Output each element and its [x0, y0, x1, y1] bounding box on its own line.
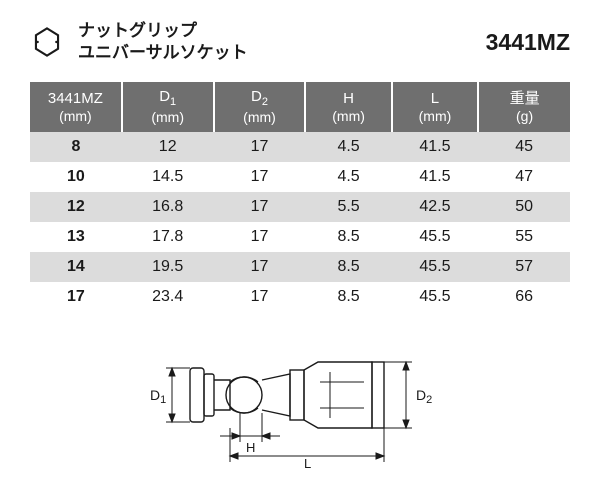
cell: 10	[30, 162, 122, 192]
cell: 5.5	[305, 192, 391, 222]
diagram-wrap: D1 D2 H L	[30, 330, 570, 470]
cell: 8.5	[305, 282, 391, 312]
cell: 4.5	[305, 132, 391, 162]
table-header: 3441MZ(mm)D1(mm)D2(mm)H(mm)L(mm)重量(g)	[30, 82, 570, 132]
cell: 66	[478, 282, 570, 312]
col-header-2: D2(mm)	[214, 82, 306, 132]
diagram-label-d2: D2	[416, 387, 432, 406]
cell: 17	[214, 282, 306, 312]
cell: 41.5	[392, 132, 478, 162]
cell: 17.8	[122, 222, 214, 252]
cell: 8.5	[305, 222, 391, 252]
col-header-4: L(mm)	[392, 82, 478, 132]
cell: 17	[214, 192, 306, 222]
header: ナットグリップ ユニバーサルソケット 3441MZ	[30, 20, 570, 64]
cell: 12	[122, 132, 214, 162]
cell: 14	[30, 252, 122, 282]
cell: 45.5	[392, 222, 478, 252]
cell: 42.5	[392, 192, 478, 222]
table-row: 1419.5178.545.557	[30, 252, 570, 282]
cell: 17	[214, 162, 306, 192]
cell: 17	[214, 252, 306, 282]
cell: 19.5	[122, 252, 214, 282]
cell: 12	[30, 192, 122, 222]
cell: 45.5	[392, 252, 478, 282]
socket-diagram: D1 D2 H L	[120, 330, 480, 470]
title-block: ナットグリップ ユニバーサルソケット	[78, 20, 466, 64]
cell: 17	[30, 282, 122, 312]
title-line-1: ナットグリップ	[78, 20, 466, 42]
col-header-0: 3441MZ(mm)	[30, 82, 122, 132]
cell: 17	[214, 222, 306, 252]
cell: 50	[478, 192, 570, 222]
table-row: 1723.4178.545.566	[30, 282, 570, 312]
table-row: 812174.541.545	[30, 132, 570, 162]
cell: 23.4	[122, 282, 214, 312]
cell: 13	[30, 222, 122, 252]
col-header-5: 重量(g)	[478, 82, 570, 132]
cell: 17	[214, 132, 306, 162]
spec-table: 3441MZ(mm)D1(mm)D2(mm)H(mm)L(mm)重量(g) 81…	[30, 82, 570, 312]
hex-socket-icon	[30, 25, 64, 59]
cell: 4.5	[305, 162, 391, 192]
diagram-label-d1: D1	[150, 387, 166, 406]
table-row: 1317.8178.545.555	[30, 222, 570, 252]
model-code: 3441MZ	[486, 29, 570, 56]
title-line-2: ユニバーサルソケット	[78, 42, 466, 64]
cell: 45.5	[392, 282, 478, 312]
cell: 45	[478, 132, 570, 162]
cell: 41.5	[392, 162, 478, 192]
cell: 8.5	[305, 252, 391, 282]
table-row: 1216.8175.542.550	[30, 192, 570, 222]
diagram-label-l: L	[304, 456, 311, 470]
cell: 8	[30, 132, 122, 162]
table-body: 812174.541.5451014.5174.541.5471216.8175…	[30, 132, 570, 312]
table-row: 1014.5174.541.547	[30, 162, 570, 192]
cell: 55	[478, 222, 570, 252]
diagram-label-h: H	[246, 440, 255, 455]
cell: 14.5	[122, 162, 214, 192]
cell: 57	[478, 252, 570, 282]
col-header-1: D1(mm)	[122, 82, 214, 132]
col-header-3: H(mm)	[305, 82, 391, 132]
cell: 47	[478, 162, 570, 192]
cell: 16.8	[122, 192, 214, 222]
